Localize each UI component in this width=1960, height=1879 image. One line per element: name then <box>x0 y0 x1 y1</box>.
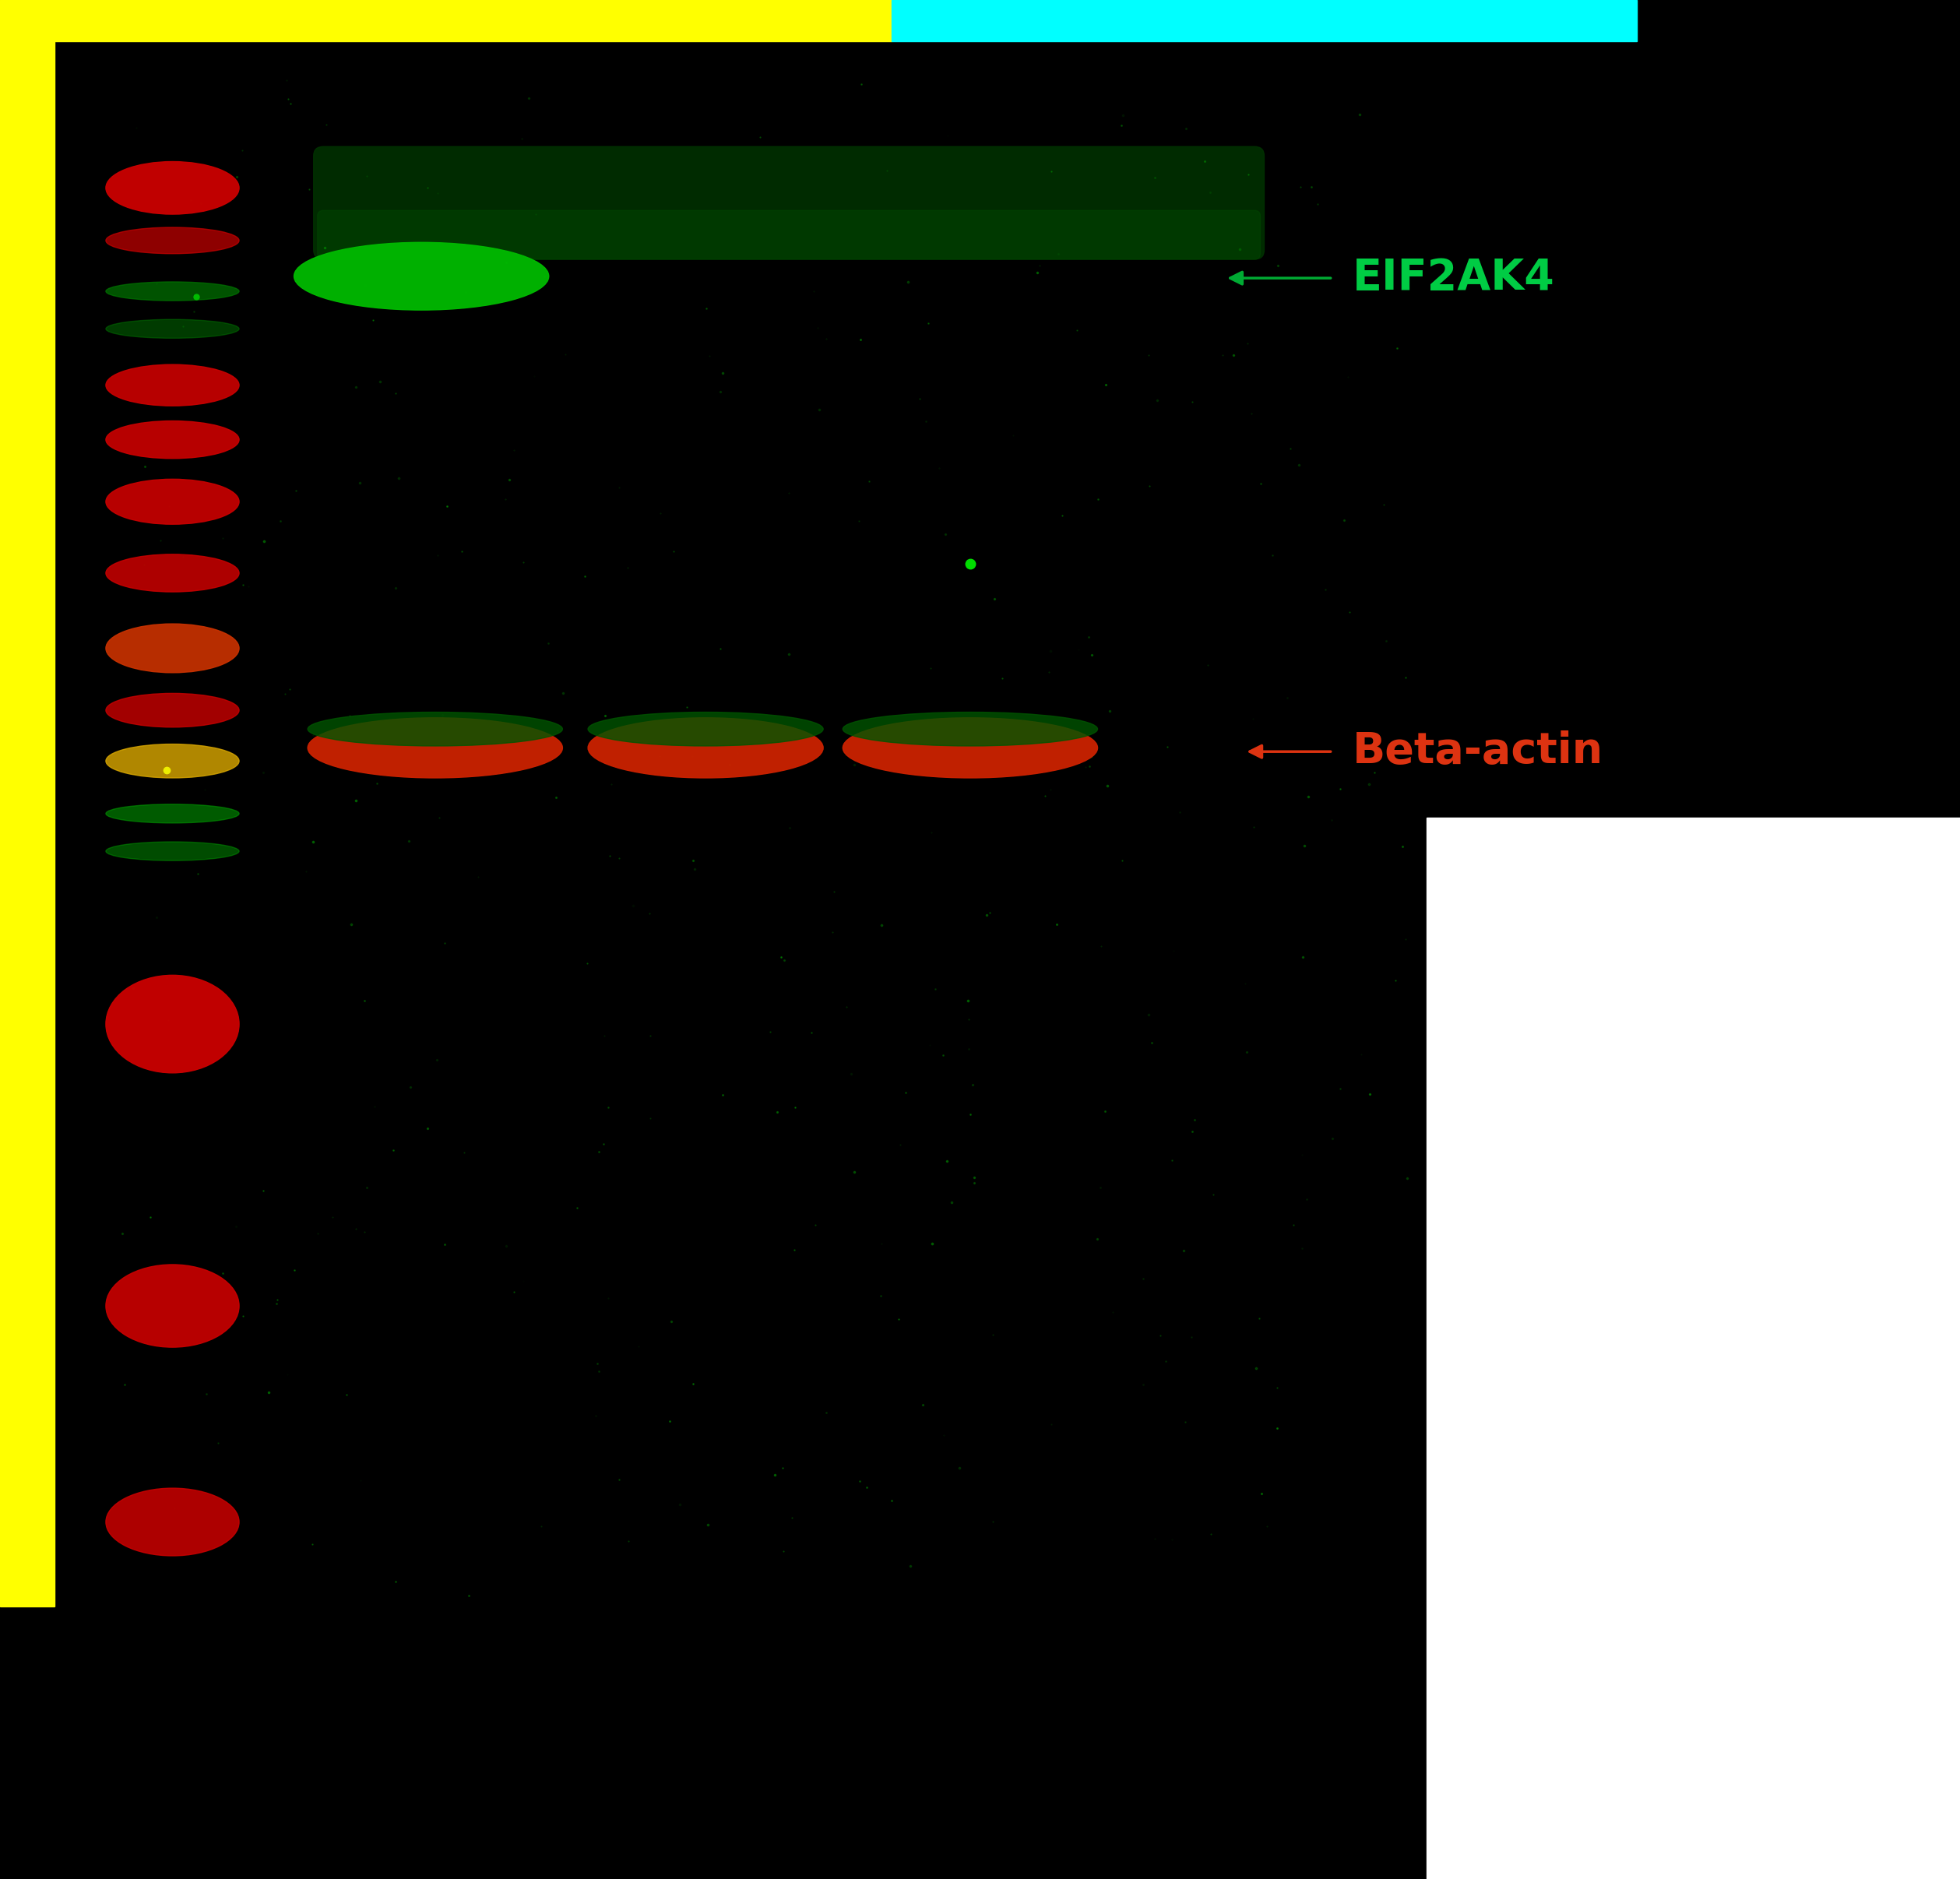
Ellipse shape <box>106 479 239 524</box>
Ellipse shape <box>843 712 1098 746</box>
Ellipse shape <box>294 242 549 310</box>
Ellipse shape <box>588 718 823 778</box>
Ellipse shape <box>106 842 239 861</box>
Ellipse shape <box>106 1265 239 1347</box>
Ellipse shape <box>308 712 563 746</box>
Ellipse shape <box>843 718 1098 778</box>
Bar <box>0 0 55 1607</box>
Ellipse shape <box>106 1488 239 1556</box>
Ellipse shape <box>106 975 239 1073</box>
Bar <box>892 0 1637 41</box>
Ellipse shape <box>106 319 239 338</box>
Bar <box>1427 817 1960 1879</box>
Ellipse shape <box>106 227 239 254</box>
FancyBboxPatch shape <box>314 147 1264 259</box>
Ellipse shape <box>106 744 239 778</box>
Ellipse shape <box>106 804 239 823</box>
Ellipse shape <box>308 718 563 778</box>
Ellipse shape <box>106 365 239 406</box>
Ellipse shape <box>106 421 239 458</box>
Ellipse shape <box>106 282 239 301</box>
FancyBboxPatch shape <box>318 210 1260 259</box>
Ellipse shape <box>106 554 239 592</box>
Text: EIF2AK4: EIF2AK4 <box>1352 257 1554 299</box>
Ellipse shape <box>588 712 823 746</box>
Ellipse shape <box>106 624 239 673</box>
Ellipse shape <box>106 693 239 727</box>
Ellipse shape <box>106 162 239 214</box>
Bar <box>0 0 892 41</box>
Text: Beta-actin: Beta-actin <box>1352 731 1603 772</box>
